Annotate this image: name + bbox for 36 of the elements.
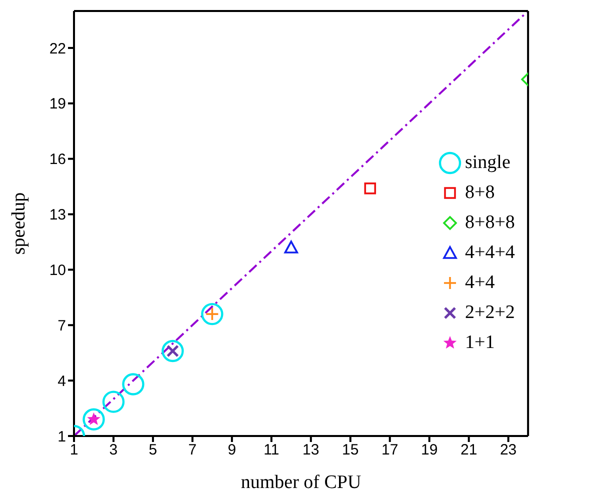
legend-label: 2+2+2 [465,302,515,324]
x-tick-label: 9 [228,442,236,459]
legend-label: 4+4 [465,272,495,294]
point [82,408,105,430]
y-tick-label: 7 [58,317,66,334]
x-tick-label: 19 [421,442,438,459]
x-tick-label: 11 [264,442,280,459]
legend-label: 8+8 [465,182,495,204]
x-tick-label: 7 [188,442,197,459]
point [201,302,224,326]
legend-label: 1+1 [465,332,495,354]
y-tick-label: 16 [49,151,66,168]
x-tick-label: 13 [302,442,320,459]
legend-label: single [465,152,510,174]
y-axis-title: speedup [8,192,30,255]
point [102,390,125,413]
y-tick-label: 22 [49,40,66,58]
y-tick-label: 13 [49,206,66,224]
legend-label: 4+4+4 [465,242,515,264]
point [284,240,298,254]
y-tick-label: 4 [58,372,66,390]
x-tick-label: 21 [460,442,478,459]
point [122,373,144,396]
x-tick-label: 3 [109,442,118,459]
x-tick-label: 5 [148,442,158,459]
x-tick-label: 17 [382,442,398,459]
x-tick-label: 23 [500,442,517,459]
x-tick-label: 15 [342,442,359,459]
x-tick-label: 1 [70,442,78,459]
y-tick-label: 10 [49,262,66,280]
point [162,340,184,362]
x-axis-title: number of CPU [240,472,362,493]
y-tick-label: 19 [49,96,66,113]
point [364,182,376,194]
y-tick-label: 1 [58,428,66,446]
legend-label: 8+8+8 [465,212,515,234]
